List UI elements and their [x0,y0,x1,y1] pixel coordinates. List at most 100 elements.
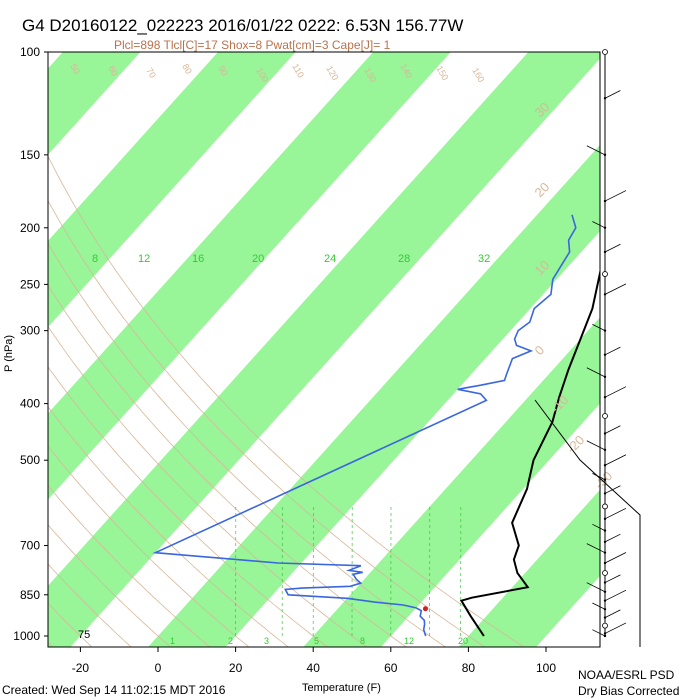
bottom-left-label: 75 [78,629,90,641]
wind-barb [604,574,621,583]
wind-barb [592,602,606,610]
mixing-ratio-label: 24 [324,253,336,265]
temperature-tick-label: 20 [229,661,243,675]
wind-barb [592,523,606,531]
wind-barb [592,473,606,481]
mixing-ratio-bottom-label: 3 [264,636,269,646]
temperature-profile [459,268,600,637]
pressure-axis: 100 150 200 250 300 400 500 700 850 1000 [13,45,48,643]
plot-frame [47,51,601,648]
wind-barb [586,367,606,378]
temperature-tick-label: 40 [307,661,321,675]
dry-adiabat-line [48,325,368,647]
wind-barb [592,221,606,229]
mixing-ratio-bottom-label: 5 [314,636,319,646]
wind-barb [604,454,627,466]
wind-barb [604,425,621,434]
temperature-tick-label: 60 [384,661,398,675]
pressure-tick-label: 500 [20,453,40,467]
wind-calm-marker [602,570,608,576]
wind-barb [604,507,627,520]
temperature-tick-label: -20 [72,661,90,675]
pressure-tick-label: 300 [20,324,40,338]
sounding-series [152,214,600,637]
dry-adiabat-line [48,366,329,647]
pressure-tick-label: 1000 [13,629,40,643]
mixing-ratio-label: 20 [252,253,264,265]
mixing-ratio-label: 32 [478,253,490,265]
dry-adiabat-line [48,284,407,647]
wind-panel-boundary [534,399,641,647]
pressure-tick-label: 250 [20,277,40,291]
chart-title: G4 D20160122_022223 2016/01/22 0222: 6.5… [22,16,464,35]
wind-barb [586,145,606,156]
wind-barb [604,609,621,618]
temperature-tick-label: 0 [155,661,162,675]
isotherm-band [48,52,451,500]
wind-barb [604,533,621,543]
y-axis-title: P (hPa) [3,334,15,372]
dry-bias-label: Dry Bias Corrected [578,684,680,698]
isotherm-band [48,52,600,647]
dry-adiabat-line [48,406,289,647]
dry-adiabat-line [48,445,250,647]
mixing-ratio-label: 12 [138,253,150,265]
wind-barb [604,283,627,295]
pressure-tick-label: 400 [20,397,40,411]
dry-adiabat-label: 50 [68,62,82,76]
mixing-ratio-label: 16 [192,253,204,265]
pressure-tick-label: 150 [20,148,40,162]
pressure-tick-label: 850 [20,588,40,602]
wind-barb [586,582,606,593]
x-axis-title: Temperature (F) [302,682,381,694]
pressure-tick-label: 100 [20,45,40,59]
wind-calm-marker [602,49,608,55]
wind-calm-marker [602,622,608,629]
wind-barb [604,589,627,602]
mixing-ratio-bottom-label: 20 [458,636,468,646]
dry-adiabat-line [48,563,132,647]
mixing-ratio-label: 8 [92,253,98,265]
isotherm-band [48,52,296,328]
mixing-ratio-bottom-label: 8 [360,636,365,646]
lcl-marker [422,606,428,612]
wind-barb [592,629,606,637]
wind-barb [604,90,621,99]
isotherm-band [48,52,141,155]
temperature-bands [48,25,700,648]
wind-barb [604,552,627,564]
organization-label: NOAA/ESRL PSD [578,668,675,682]
temperature-tick-label: 100 [536,661,556,675]
dry-adiabat-line [48,242,447,647]
wind-calm-marker [602,413,608,419]
wind-barb [586,440,606,451]
isotherm-band [303,317,600,647]
dry-adiabat-line [48,524,171,647]
wind-barb [592,323,606,331]
wind-barbs-panel [534,49,641,647]
wind-barb [604,386,627,398]
dry-adiabat-label: 70 [144,66,158,80]
wind-barb [604,485,621,494]
wind-calm-marker [602,271,608,277]
dry-adiabat-label: 90 [216,64,230,78]
temperature-axis: -20 0 20 40 60 80 100 [72,647,556,675]
mixing-ratio-bottom-label: 1 [170,636,175,646]
mixing-ratio-label: 28 [398,253,410,265]
isotherm-band [148,144,600,647]
wind-barb [586,543,606,554]
wind-barb [604,243,621,253]
chart-subtitle: Plcl=898 Tlcl[C]=17 Shox=8 Pwat[cm]=3 Ca… [114,38,391,52]
wind-barb [604,346,621,356]
mixing-ratio-bottom-label: 12 [404,636,414,646]
dewpoint-profile [152,214,577,637]
isotherm-band [612,25,700,648]
wind-barb [604,190,627,202]
dry-adiabat-label: 80 [180,62,194,76]
dry-adiabat-line [48,485,211,647]
mixing-ratio-bottom-label: 2 [228,636,233,646]
created-timestamp: Created: Wed Sep 14 11:02:15 MDT 2016 [2,683,226,697]
pressure-tick-label: 200 [20,221,40,235]
isotherm-band [458,489,600,647]
